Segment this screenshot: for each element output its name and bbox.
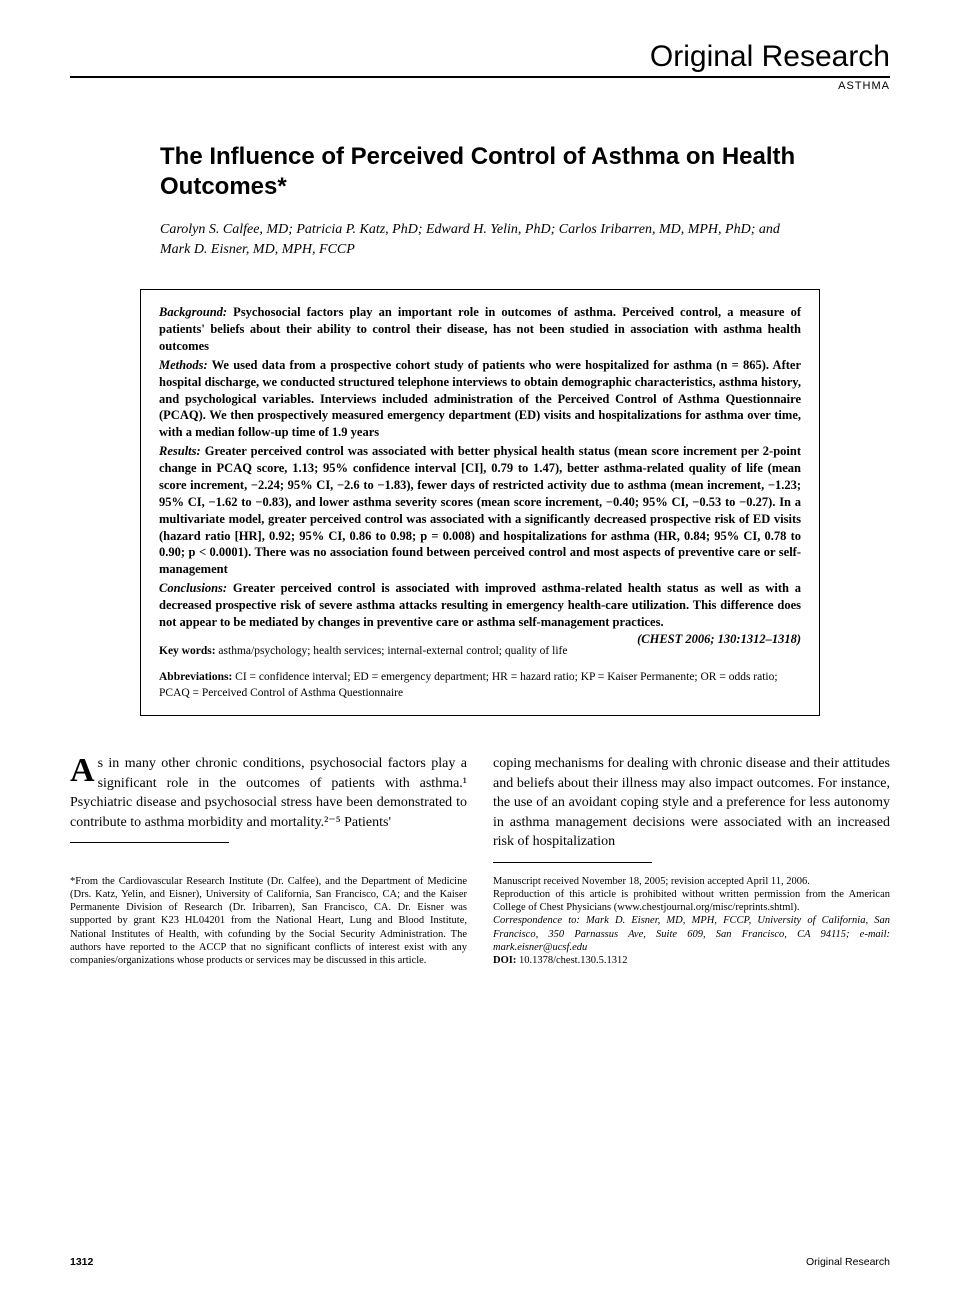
footnote-doi-label: DOI:: [493, 955, 519, 966]
section-title: Original Research: [650, 40, 890, 73]
abstract-conclusions-text: Greater perceived control is associated …: [159, 581, 801, 629]
footnote-divider: [70, 842, 229, 843]
footnote-manuscript: Manuscript received November 18, 2005; r…: [493, 876, 810, 887]
abstract-results-text: Greater perceived control was associated…: [159, 444, 801, 576]
abstract-background-text: Psychosocial factors play an important r…: [159, 305, 801, 353]
abstract-background: Background: Psychosocial factors play an…: [159, 304, 801, 355]
body-column-left: As in many other chronic conditions, psy…: [70, 754, 467, 867]
footnote-divider-right: [493, 862, 652, 863]
dropcap: A: [70, 754, 98, 786]
footnote-correspondence-label: Correspondence to:: [493, 915, 580, 926]
footnote-doi: 10.1378/chest.130.5.1312: [519, 955, 628, 966]
abbreviations-text: CI = confidence interval; ED = emergency…: [159, 671, 778, 699]
abstract-methods-label: Methods:: [159, 358, 208, 372]
abstract-box: Background: Psychosocial factors play an…: [140, 289, 820, 716]
abstract-results-label: Results:: [159, 444, 201, 458]
page-number: 1312: [70, 1256, 93, 1268]
footer-label: Original Research: [806, 1256, 890, 1268]
footnote-reproduction: Reproduction of this article is prohibit…: [493, 889, 890, 913]
abstract-conclusions-label: Conclusions:: [159, 581, 227, 595]
keywords-label: Key words:: [159, 645, 216, 657]
section-header: Original Research: [70, 40, 890, 78]
keywords-text: asthma/psychology; health services; inte…: [216, 645, 568, 657]
page-footer: 1312 Original Research: [70, 1256, 890, 1268]
body-col2-text: coping mechanisms for dealing with chron…: [493, 756, 890, 849]
abstract-citation: (CHEST 2006; 130:1312–1318): [637, 631, 801, 648]
abstract-background-label: Background:: [159, 305, 227, 319]
abstract-methods: Methods: We used data from a prospective…: [159, 357, 801, 441]
article-title: The Influence of Perceived Control of As…: [160, 142, 800, 202]
body-columns: As in many other chronic conditions, psy…: [70, 754, 890, 867]
abbreviations-label: Abbreviations:: [159, 671, 232, 683]
abstract-results: Results: Greater perceived control was a…: [159, 443, 801, 578]
section-subtitle: ASTHMA: [70, 80, 890, 92]
footnote-right: Manuscript received November 18, 2005; r…: [493, 875, 890, 967]
abstract-methods-text: We used data from a prospective cohort s…: [159, 358, 801, 440]
abstract-conclusions: Conclusions: Greater perceived control i…: [159, 580, 801, 631]
abbreviations: Abbreviations: CI = confidence interval;…: [159, 669, 801, 701]
footnote-columns: *From the Cardiovascular Research Instit…: [70, 875, 890, 967]
body-column-right: coping mechanisms for dealing with chron…: [493, 754, 890, 867]
footnote-left: *From the Cardiovascular Research Instit…: [70, 875, 467, 967]
body-col1-text: s in many other chronic conditions, psyc…: [70, 756, 467, 830]
author-list: Carolyn S. Calfee, MD; Patricia P. Katz,…: [160, 220, 800, 259]
